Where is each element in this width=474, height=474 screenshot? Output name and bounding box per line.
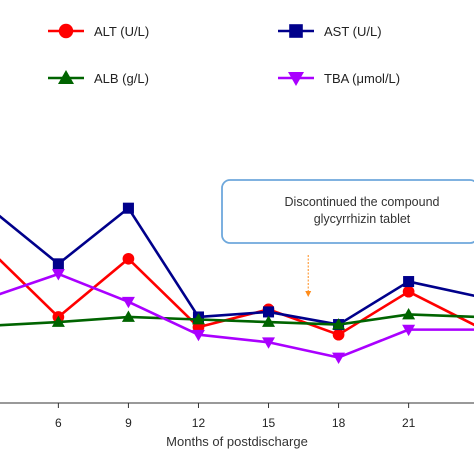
series-2 <box>0 307 474 330</box>
data-point <box>332 352 346 364</box>
data-point <box>122 202 134 214</box>
data-point <box>51 269 65 281</box>
data-point <box>121 310 135 322</box>
x-tick-label: 12 <box>192 416 206 430</box>
annotation-arrow-head <box>305 291 312 297</box>
legend-marker <box>288 72 304 86</box>
data-point <box>51 315 65 327</box>
x-tick-label: 18 <box>332 416 346 430</box>
legend-item: ALB (g/L) <box>48 70 149 86</box>
series-3 <box>0 269 474 364</box>
data-point <box>402 324 416 337</box>
legend-item: AST (U/L) <box>278 24 382 39</box>
series-line <box>0 313 474 327</box>
data-point <box>262 306 275 318</box>
data-point <box>402 285 415 298</box>
annotation: Discontinued the compound glycyrrhizin t… <box>221 179 474 297</box>
legend-label: ALT (U/L) <box>94 24 149 39</box>
data-point <box>191 329 205 342</box>
data-point <box>191 313 205 325</box>
legend-item: TBA (μmol/L) <box>278 71 400 86</box>
legend-label: AST (U/L) <box>324 24 382 39</box>
data-point <box>332 318 346 330</box>
plot-area <box>0 202 474 364</box>
data-point <box>121 296 135 309</box>
legend-item: ALT (U/L) <box>48 23 149 39</box>
series-line <box>0 257 474 336</box>
x-tick-label: 15 <box>262 416 276 430</box>
data-point <box>122 252 135 265</box>
legend: ALT (U/L) AST (U/L) ALB (g/L) TBA (μmol/L) <box>48 23 400 86</box>
legend-label: TBA (μmol/L) <box>324 71 400 86</box>
annotation-line-1: Discontinued the compound <box>285 195 440 209</box>
legend-marker <box>58 70 74 84</box>
data-point <box>332 328 345 341</box>
legend-marker <box>289 24 303 38</box>
data-point <box>262 315 276 327</box>
series-line <box>0 272 474 359</box>
x-ticks: 6 9 12 15 18 21 <box>55 403 416 430</box>
x-tick-label: 21 <box>402 416 416 430</box>
legend-marker <box>58 23 74 39</box>
x-axis-title: Months of postdischarge <box>166 434 308 449</box>
data-point <box>402 307 416 320</box>
x-tick-label: 6 <box>55 416 62 430</box>
data-point <box>52 258 64 270</box>
annotation-line-2: glycyrrhizin tablet <box>314 212 411 226</box>
annotation-box <box>221 179 474 244</box>
data-point <box>262 337 276 349</box>
legend-label: ALB (g/L) <box>94 71 149 86</box>
series-line <box>0 206 474 326</box>
x-tick-label: 9 <box>125 416 132 430</box>
data-point <box>403 276 415 288</box>
